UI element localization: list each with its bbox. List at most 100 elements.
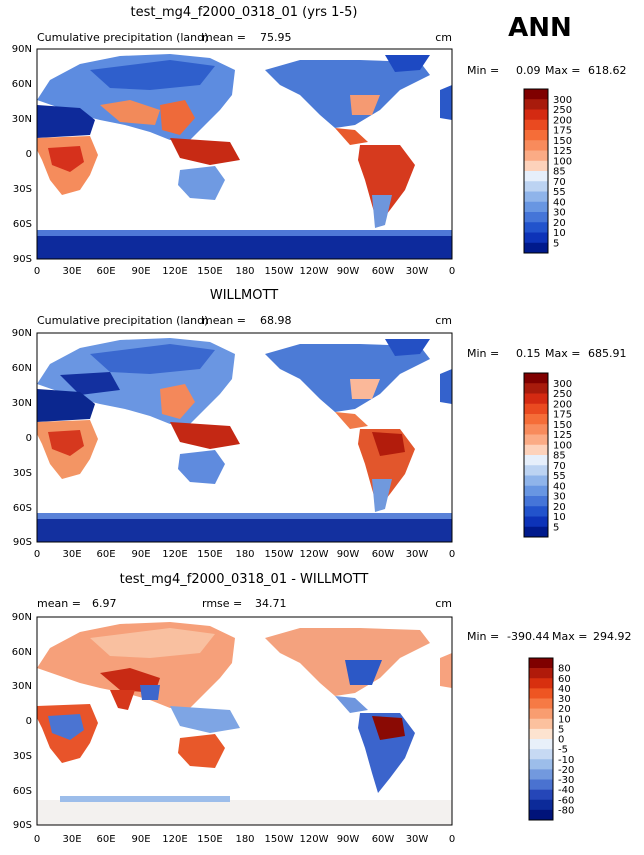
map-area: [37, 333, 452, 542]
australia: [178, 166, 225, 200]
x-tick-label: 150E: [197, 834, 222, 845]
colorbar-label: 200: [553, 399, 572, 410]
x-tick-label: 30W: [406, 266, 429, 277]
y-tick-label: 90N: [12, 612, 32, 623]
colorbar-label: 40: [553, 197, 566, 208]
x-tick-label: 180: [235, 549, 254, 560]
africa-core: [48, 714, 84, 740]
colorbar-label: 20: [553, 502, 566, 513]
greenland: [385, 339, 430, 356]
x-tick-label: 90W: [337, 266, 360, 277]
colorbar-label: 200: [553, 115, 572, 126]
x-axis: 0 30E 60E 90E 120E 150E 180 150W 120W 90…: [34, 834, 455, 845]
colorbar-swatch: [524, 496, 548, 507]
maritime-continent: [170, 706, 240, 733]
colorbar-swatch: [529, 718, 553, 730]
x-tick-label: 120E: [162, 834, 187, 845]
colorbar-swatch: [524, 242, 548, 254]
y-tick-label: 30N: [12, 398, 32, 409]
rmse-value: 34.71: [255, 597, 287, 610]
maritime-continent: [170, 138, 240, 165]
colorbar-swatch: [524, 201, 548, 213]
y-tick-label: 30S: [13, 751, 32, 762]
x-tick-label: 120W: [300, 549, 329, 560]
colorbar-swatch: [524, 465, 548, 476]
y-tick-label: 90N: [12, 44, 32, 55]
colorbar-label: 5: [553, 522, 559, 533]
x-tick-label: 60E: [96, 549, 115, 560]
colorbar-label: 100: [553, 156, 572, 167]
north-america: [265, 344, 430, 412]
central-america: [335, 128, 368, 145]
colorbar-label: 55: [553, 187, 566, 198]
y-tick-label: 30N: [12, 681, 32, 692]
mean-label: mean =: [37, 597, 81, 610]
colorbar-swatch: [524, 222, 548, 233]
x-tick-label: 90E: [131, 834, 150, 845]
min-value: 0.15: [516, 347, 541, 360]
australia: [178, 734, 225, 768]
max-value: 685.91: [588, 347, 627, 360]
colorbar-label: 0: [558, 735, 564, 746]
colorbar-label: 30: [553, 208, 566, 219]
amazon: [372, 432, 405, 456]
x-tick-label: 120E: [162, 266, 187, 277]
colorbar-label: 85: [553, 451, 566, 462]
colorbar-swatch: [524, 383, 548, 394]
x-tick-label: 60E: [96, 834, 115, 845]
maritime-continent: [170, 422, 240, 449]
colorbar-swatch: [524, 119, 548, 131]
colorbar-label: 85: [553, 167, 566, 178]
colorbar-swatch: [524, 171, 548, 182]
siberia: [90, 344, 215, 374]
colorbar-swatch: [529, 728, 553, 740]
max-label: Max =: [545, 347, 580, 360]
panel-title: test_mg4_f2000_0318_01 - WILLMOTT: [120, 572, 369, 587]
colorbar-label: 60: [558, 674, 571, 685]
max-label: Max =: [552, 630, 587, 643]
x-tick-label: 90W: [337, 549, 360, 560]
x-tick-label: 60W: [372, 266, 395, 277]
x-tick-label: 30E: [62, 834, 81, 845]
us-east: [345, 660, 382, 685]
colorbar-swatch: [529, 769, 553, 780]
map-area: [37, 617, 452, 825]
x-tick-label: 150E: [197, 549, 222, 560]
y-tick-label: 0: [26, 716, 32, 727]
south-america-south: [372, 479, 392, 512]
sahara: [37, 105, 95, 138]
x-tick-label: 0: [34, 266, 40, 277]
colorbar-label: -80: [558, 805, 574, 816]
mean-label: mean =: [202, 314, 246, 327]
sahara: [37, 389, 95, 422]
se-asia-neg: [140, 685, 160, 700]
colorbar-label: 150: [553, 420, 572, 431]
colorbar-swatch: [529, 708, 553, 720]
east-asia: [160, 100, 195, 135]
x-tick-label: 60W: [372, 834, 395, 845]
colorbar-label: 300: [553, 379, 572, 390]
max-value: 294.92: [593, 630, 632, 643]
colorbar-label: 125: [553, 146, 572, 157]
x-tick-label: 90W: [337, 834, 360, 845]
min-label: Min =: [467, 630, 499, 643]
y-tick-label: 30S: [13, 468, 32, 479]
north-america: [265, 60, 430, 128]
south-america: [358, 145, 415, 225]
australia: [178, 450, 225, 484]
max-value: 618.62: [588, 64, 627, 77]
colorbar-swatch: [524, 506, 548, 517]
panel-subtitle: Cumulative precipitation (land): [37, 314, 208, 327]
colorbar-label: 250: [553, 389, 572, 400]
x-tick-label: 150W: [265, 266, 294, 277]
colorbar-swatch: [529, 789, 553, 801]
europe-west: [440, 85, 452, 120]
colorbar-swatch: [529, 809, 553, 821]
colorbar-swatch: [529, 658, 553, 669]
antarctica: [37, 517, 452, 542]
colorbar-label: -5: [558, 745, 568, 756]
colorbar-swatch: [529, 698, 553, 709]
amazon: [372, 716, 405, 740]
map-frame: [36, 616, 453, 826]
panel-observation: WILLMOTT Cumulative precipitation (land)…: [12, 288, 627, 560]
